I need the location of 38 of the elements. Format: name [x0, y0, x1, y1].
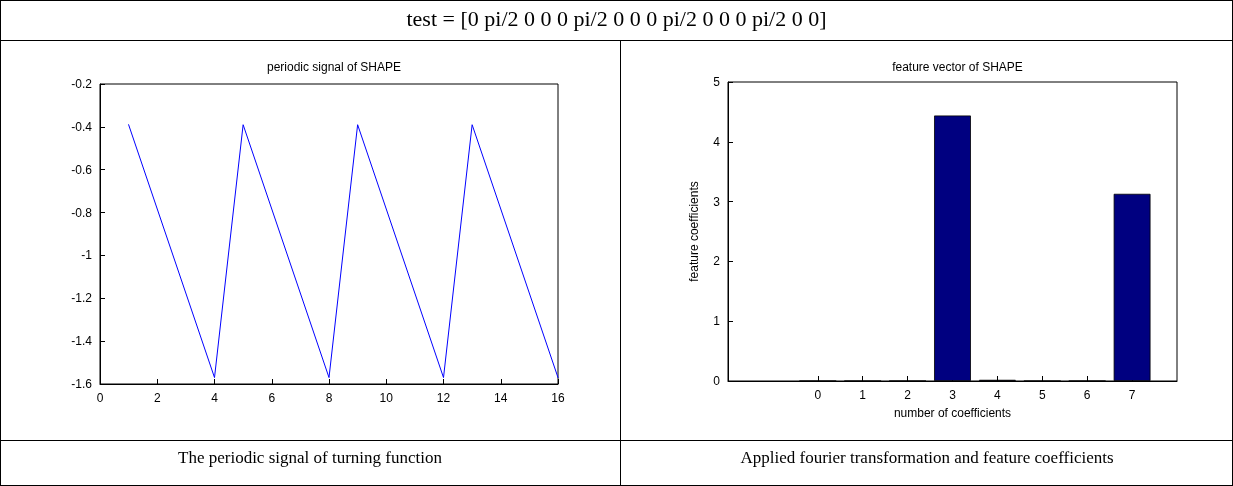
y-tick-label: 1: [713, 314, 721, 329]
y-tick-label: 2: [713, 254, 721, 269]
y-tick-label: 5: [713, 75, 721, 89]
chart-title: periodic signal of SHAPE: [266, 60, 402, 74]
x-tick-label: 4: [211, 391, 219, 405]
x-tick-label: 2: [904, 388, 912, 402]
y-tick-label: -1: [81, 248, 93, 263]
y-tick-label: 4: [713, 134, 721, 149]
x-axis-title: number of coefficients: [893, 406, 1012, 420]
y-tick-label: -1.4: [71, 334, 93, 349]
x-tick-label: 6: [1083, 388, 1091, 402]
x-tick-label: 16: [551, 391, 565, 405]
text: Applied fourier transformation and feature coefficients: [739, 448, 1115, 468]
chart-title: feature vector of SHAPE: [892, 60, 1023, 74]
y-tick-label: 0: [713, 374, 721, 388]
x-tick-label: 4: [994, 388, 1002, 402]
y-tick-label: -1.6: [71, 377, 93, 391]
x-tick-label: 14: [494, 391, 508, 405]
x-tick-label: 10: [379, 391, 394, 405]
y-tick-label: -1.2: [71, 291, 93, 306]
x-tick-label: 8: [325, 391, 333, 405]
y-tick-label: 3: [713, 194, 721, 209]
text: test = [0 pi/2 0 0 0 pi/2 0 0 0 pi/2 0 0 0 pi/2 0 0]: [405, 6, 828, 32]
y-axis-title: feature coefficients: [687, 181, 701, 282]
x-tick-label: 3: [949, 388, 957, 402]
x-tick-label: 2: [153, 391, 161, 405]
text: The periodic signal of turning function: [177, 448, 443, 468]
x-tick-label: 1: [859, 388, 867, 402]
x-tick-label: 0: [814, 388, 822, 402]
x-tick-label: 0: [96, 391, 104, 405]
x-tick-label: 12: [436, 391, 451, 405]
x-tick-label: 5: [1038, 388, 1046, 402]
y-tick-label: -0.4: [71, 119, 93, 134]
y-tick-label: -0.6: [71, 162, 93, 177]
x-tick-label: 7: [1128, 388, 1136, 402]
y-tick-label: -0.2: [71, 77, 93, 91]
y-tick-label: -0.8: [71, 205, 93, 220]
x-tick-label: 6: [268, 391, 276, 405]
